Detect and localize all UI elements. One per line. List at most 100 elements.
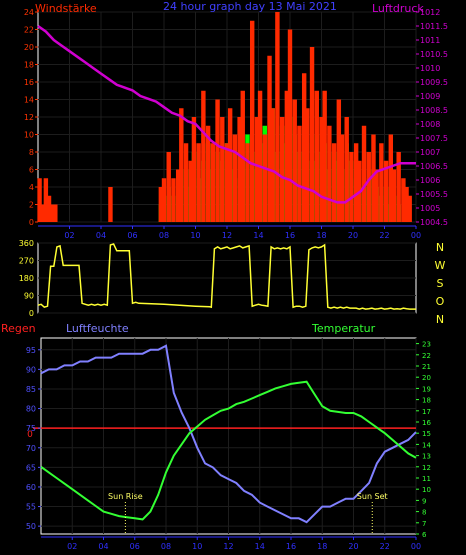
wind-bar xyxy=(344,117,349,222)
pressure-axis-ticks: 1004.5 1005 1005.5 1006 1006.5 1007 1007.5 1008… xyxy=(416,8,448,227)
wind-bar xyxy=(237,117,242,222)
direction-axis-ticks: 0 90 180 270 360 xyxy=(19,239,34,318)
direction-tick-label: 360 xyxy=(19,239,34,248)
temperature-tick-label: 8 xyxy=(422,509,426,517)
pressure-tick-label: 1008.5 xyxy=(420,106,448,115)
compass-label: N xyxy=(436,313,444,326)
pressure-tick-label: 1004.5 xyxy=(420,218,448,227)
wind-bar xyxy=(366,152,371,222)
pressure-tick-label: 1008 xyxy=(420,120,440,129)
temperature-tick-label: 15 xyxy=(422,430,431,438)
wind-bar xyxy=(327,125,332,222)
humidity-line xyxy=(40,344,417,524)
wind-bar xyxy=(232,134,238,222)
time-tick-label: 22 xyxy=(379,231,389,240)
wind-bar xyxy=(210,143,216,222)
wind-bar xyxy=(404,187,409,222)
wind-bar xyxy=(205,125,211,222)
direction-tick-label: 270 xyxy=(19,257,34,266)
wind-bar xyxy=(108,187,113,222)
wind-bar xyxy=(267,55,272,222)
pressure-tick-label: 1010 xyxy=(420,64,440,73)
time-tick-label: 20 xyxy=(348,542,358,551)
pressure-tick-label: 1010.5 xyxy=(420,50,448,59)
wind-bar xyxy=(309,47,315,222)
wind-bar xyxy=(301,73,307,222)
wind-axis-title: Windstärke xyxy=(35,2,97,15)
wind-bar xyxy=(339,134,345,222)
wind-tick-label: 12 xyxy=(24,113,34,122)
pressure-tick-label: 1012 xyxy=(420,8,440,17)
wind-bar xyxy=(331,143,337,222)
time-axis-top: 02 04 06 08 10 12 14 16 18 20 22 00 xyxy=(38,225,421,240)
wind-tick-label: 24 xyxy=(24,8,34,17)
wind-bar xyxy=(37,178,42,222)
temperature-tick-label: 14 xyxy=(422,441,431,449)
compass-label: N xyxy=(436,241,444,254)
temperature-tick-label: 18 xyxy=(422,397,431,405)
time-axis-bottom: 02 04 06 08 10 12 14 16 18 20 22 00 xyxy=(41,536,421,551)
wind-bar xyxy=(161,178,167,222)
direction-tick-label: 90 xyxy=(24,292,34,301)
pressure-tick-label: 1005 xyxy=(420,204,440,213)
direction-tick-label: 180 xyxy=(19,274,34,283)
time-tick-label: 18 xyxy=(317,542,327,551)
wind-bar xyxy=(227,108,233,222)
pressure-tick-label: 1011 xyxy=(420,36,440,45)
temperature-tick-label: 11 xyxy=(422,475,431,483)
time-tick-label: 06 xyxy=(127,231,137,240)
time-tick-label: 10 xyxy=(192,542,202,551)
compass-label: S xyxy=(437,277,444,290)
direction-tick-label: 0 xyxy=(29,309,34,318)
wind-tick-label: 2 xyxy=(29,201,34,210)
wind-tick-label: 6 xyxy=(29,166,34,175)
wind-bar xyxy=(179,108,184,222)
wind-tick-label: 16 xyxy=(24,78,34,87)
chart-title: 24 hour graph day 13 Mai 2021 xyxy=(163,0,337,13)
wind-bars xyxy=(37,12,412,222)
compass-label: O xyxy=(436,295,445,308)
time-tick-label: 00 xyxy=(411,231,421,240)
wind-bar xyxy=(53,204,58,222)
time-tick-label: 04 xyxy=(96,231,106,240)
wind-tick-label: 4 xyxy=(29,183,34,192)
temperature-line xyxy=(40,380,417,521)
compass-label: W xyxy=(435,259,446,272)
wind-bar xyxy=(319,117,324,222)
humidity-tick-label: 70 xyxy=(26,444,36,453)
pressure-axis-title: Luftdruck xyxy=(372,2,424,15)
wind-bar xyxy=(407,195,412,222)
time-tick-label: 06 xyxy=(130,542,140,551)
time-tick-label: 14 xyxy=(253,231,263,240)
temperature-tick-label: 22 xyxy=(422,352,431,360)
wind-bar xyxy=(40,204,45,222)
temperature-tick-label: 17 xyxy=(422,408,431,416)
time-tick-label: 14 xyxy=(255,542,265,551)
humidity-axis-ticks: 50 55 60 65 70 75 80 85 90 95 xyxy=(26,346,41,531)
temperature-axis-ticks: 6 7 8 9 10 11 12 13 14 15 16 17 18 19 20 21 22 23 xyxy=(416,341,431,539)
wind-bar xyxy=(371,134,376,222)
pressure-tick-label: 1007 xyxy=(420,148,440,157)
time-tick-label: 02 xyxy=(64,231,74,240)
humidity-tick-label: 90 xyxy=(26,365,36,374)
pressure-tick-label: 1005.5 xyxy=(420,190,448,199)
temperature-tick-label: 9 xyxy=(422,497,426,505)
temperature-tick-label: 23 xyxy=(422,341,431,349)
wind-tick-label: 20 xyxy=(24,43,34,52)
direction-line-group xyxy=(37,243,416,310)
humidity-tick-label: 50 xyxy=(26,522,36,531)
direction-line xyxy=(37,243,416,310)
wind-bar xyxy=(361,125,367,222)
temperature-tick-label: 19 xyxy=(422,385,431,393)
time-tick-label: 10 xyxy=(190,231,200,240)
wind-bar xyxy=(374,169,379,222)
time-tick-label: 12 xyxy=(223,542,233,551)
temperature-tick-label: 12 xyxy=(422,464,431,472)
wind-bar xyxy=(188,160,193,222)
wind-tick-label: 14 xyxy=(24,96,34,105)
wind-bar xyxy=(297,125,302,222)
wind-bar xyxy=(287,29,293,222)
